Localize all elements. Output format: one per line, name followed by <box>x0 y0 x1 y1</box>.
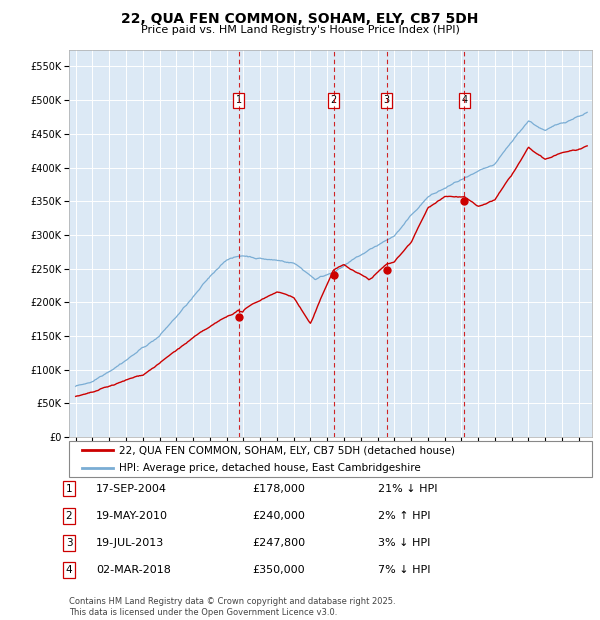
Text: 2: 2 <box>331 95 337 105</box>
Text: £240,000: £240,000 <box>252 511 305 521</box>
Text: £178,000: £178,000 <box>252 484 305 494</box>
Text: 1: 1 <box>236 95 242 105</box>
Text: Contains HM Land Registry data © Crown copyright and database right 2025.
This d: Contains HM Land Registry data © Crown c… <box>69 598 395 617</box>
Text: 19-MAY-2010: 19-MAY-2010 <box>96 511 168 521</box>
Text: 17-SEP-2004: 17-SEP-2004 <box>96 484 167 494</box>
Text: 3: 3 <box>65 538 73 548</box>
Text: 4: 4 <box>461 95 467 105</box>
Text: 3: 3 <box>384 95 390 105</box>
Text: 22, QUA FEN COMMON, SOHAM, ELY, CB7 5DH: 22, QUA FEN COMMON, SOHAM, ELY, CB7 5DH <box>121 12 479 27</box>
Text: 02-MAR-2018: 02-MAR-2018 <box>96 565 171 575</box>
Text: 2: 2 <box>65 511 73 521</box>
Text: 3% ↓ HPI: 3% ↓ HPI <box>378 538 430 548</box>
Text: £350,000: £350,000 <box>252 565 305 575</box>
Text: 4: 4 <box>65 565 73 575</box>
Text: 21% ↓ HPI: 21% ↓ HPI <box>378 484 437 494</box>
Text: HPI: Average price, detached house, East Cambridgeshire: HPI: Average price, detached house, East… <box>119 463 421 474</box>
Text: 7% ↓ HPI: 7% ↓ HPI <box>378 565 431 575</box>
Text: 22, QUA FEN COMMON, SOHAM, ELY, CB7 5DH (detached house): 22, QUA FEN COMMON, SOHAM, ELY, CB7 5DH … <box>119 445 455 456</box>
Text: 19-JUL-2013: 19-JUL-2013 <box>96 538 164 548</box>
Text: £247,800: £247,800 <box>252 538 305 548</box>
Text: Price paid vs. HM Land Registry's House Price Index (HPI): Price paid vs. HM Land Registry's House … <box>140 25 460 35</box>
Text: 2% ↑ HPI: 2% ↑ HPI <box>378 511 431 521</box>
Text: 1: 1 <box>65 484 73 494</box>
